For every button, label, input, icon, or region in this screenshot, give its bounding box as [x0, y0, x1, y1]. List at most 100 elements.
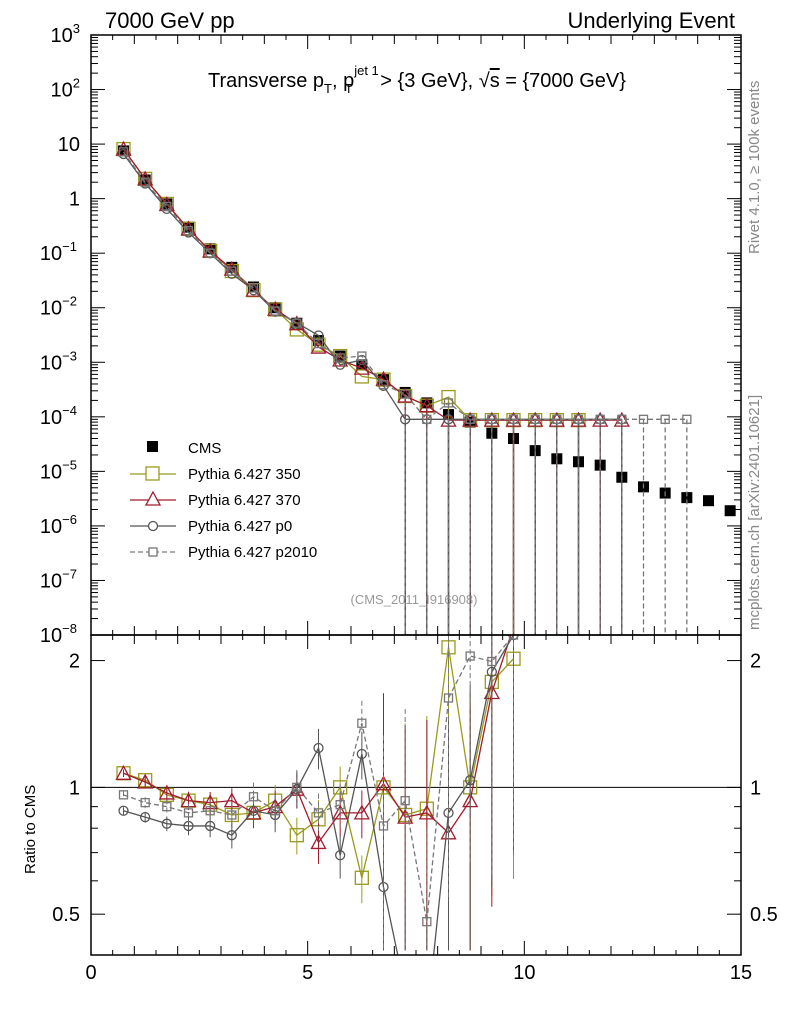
x-tick-label: 0 [85, 962, 96, 984]
ratio-panel-marks [91, 635, 741, 955]
y-tick-mantissa: 10 [40, 407, 62, 429]
ratio-y-tick-label-left: 1 [69, 777, 80, 799]
ratio-y-tick-label-left: 2 [69, 651, 80, 673]
ratio-point-pythia-6-427-370 [310, 834, 327, 850]
data-point-cms [681, 492, 693, 504]
data-point-pythia-6-427-p2010 [617, 414, 627, 424]
y-tick-label: 10−2 [40, 294, 77, 320]
ratio-point-pythia-6-427-p2010 [292, 782, 302, 793]
legend-label-cms: CMS [188, 440, 221, 457]
ratio-point-pythia-6-427-p2010 [487, 656, 497, 667]
legend-label-pythia-370: Pythia 6.427 370 [188, 492, 301, 509]
series-line-pythia-6-427-p2010 [122, 151, 687, 421]
y-tick-exponent: −3 [62, 348, 77, 363]
legend-entry-pythia-p0: Pythia 6.427 p0 [130, 518, 292, 535]
ratio-point-pythia-6-427-350 [354, 870, 369, 885]
y-tick-mantissa: 10 [40, 570, 62, 592]
ratio-point-pythia-6-427-370 [353, 804, 370, 820]
data-point-pythia-6-427-p2010 [573, 414, 584, 424]
data-point-pythia-6-427-p2010 [183, 225, 194, 236]
data-point-pythia-6-427-p2010 [227, 266, 237, 276]
y-tick-exponent: −5 [62, 457, 77, 472]
y-tick-label: 10−8 [40, 621, 77, 647]
ratio-point-pythia-6-427-p0 [205, 820, 216, 832]
ratio-point-pythia-6-427-p2010 [357, 718, 367, 728]
main-panel-marks [115, 140, 736, 635]
y-tick-exponent: −2 [62, 294, 77, 309]
ratio-point-pythia-6-427-p0 [161, 818, 172, 829]
y-tick-label: 10−4 [40, 403, 77, 429]
y-tick-exponent: −7 [62, 566, 77, 581]
y-tick-label: 10−5 [40, 457, 77, 483]
ratio-point-pythia-6-427-p2010 [118, 790, 129, 800]
y-tick-label: 10−1 [40, 239, 77, 265]
data-point-pythia-6-427-p2010 [400, 389, 410, 399]
ratio-y-tick-label-right: 1 [750, 777, 761, 799]
y-tick-label: 10−3 [40, 348, 77, 374]
ratio-point-pythia-6-427-p2010 [400, 795, 410, 806]
data-point-pythia-6-427-p2010 [140, 177, 150, 187]
legend-label-pythia-p0: Pythia 6.427 p0 [188, 518, 292, 535]
ratio-point-pythia-6-427-p0 [356, 748, 367, 760]
data-point-cms [139, 174, 151, 186]
data-point-pythia-6-427-p2010 [530, 414, 540, 424]
ratio-point-pythia-6-427-p0 [140, 811, 151, 823]
header-left: 7000 GeV pp [105, 8, 235, 33]
ratio-point-pythia-6-427-p2010 [508, 635, 519, 640]
data-point-cms [248, 281, 259, 293]
y-tick-exponent: −1 [62, 239, 77, 254]
data-point-cms [724, 505, 736, 517]
ratio-point-pythia-6-427-p2010 [227, 810, 237, 820]
data-point-pythia-6-427-p2010 [487, 414, 497, 424]
data-point-pythia-6-427-p2010 [508, 414, 519, 424]
data-point-cms [703, 495, 714, 507]
data-point-pythia-6-427-p2010 [335, 353, 345, 363]
legend-entry-pythia-p2010: Pythia 6.427 p2010 [130, 544, 317, 561]
y-tick-mantissa: 10 [40, 516, 62, 538]
y-tick-mantissa: 1 [69, 189, 80, 211]
y-tick-mantissa: 10 [40, 461, 62, 483]
ratio-point-pythia-6-427-p2010 [248, 792, 259, 802]
y-tick-exponent: −4 [62, 403, 77, 418]
ratio-y-tick-label-right: 0.5 [750, 904, 778, 926]
data-point-pythia-6-427-p2010 [270, 306, 280, 316]
y-tick-label: 10−7 [40, 566, 77, 592]
y-tick-exponent: −8 [62, 621, 77, 636]
ratio-point-pythia-6-427-p2010 [270, 806, 280, 816]
data-point-pythia-6-427-p2010 [552, 414, 562, 424]
legend-entry-cms: CMS [147, 440, 221, 457]
y-tick-mantissa: 10 [51, 25, 73, 47]
data-point-pythia-6-427-p2010 [443, 398, 454, 408]
ratio-point-pythia-6-427-p0 [248, 805, 259, 816]
mcplots-label: mcplots.cern.ch [arXiv:2401.10621] [746, 394, 763, 630]
analysis-watermark: (CMS_2011_I916908) [351, 592, 478, 607]
rivet-version-label: Rivet 4.1.0, ≥ 100k events [746, 80, 763, 254]
legend-entry-pythia-370: Pythia 6.427 370 [130, 490, 301, 509]
data-point-cms [269, 302, 281, 314]
data-point-pythia-6-427-p0 [335, 359, 346, 370]
ratio-point-pythia-6-427-p2010 [183, 808, 194, 818]
ratio-point-pythia-6-427-p2010 [465, 651, 475, 661]
data-point-cms [118, 145, 129, 157]
ratio-point-pythia-6-427-370 [375, 775, 392, 791]
ratio-point-pythia-6-427-p0 [486, 666, 497, 678]
ratio-point-pythia-6-427-p2010 [162, 801, 172, 812]
y-tick-mantissa: 10 [40, 298, 62, 320]
x-tick-label: 5 [302, 962, 313, 984]
ratio-point-pythia-6-427-p2010 [313, 808, 324, 818]
data-point-pythia-6-427-p2010 [682, 414, 692, 424]
header-right: Underlying Event [567, 8, 735, 33]
ratio-point-pythia-6-427-370 [115, 764, 132, 780]
data-point-pythia-6-427-350 [354, 369, 369, 384]
data-point-pythia-6-427-370 [418, 397, 435, 413]
legend-label-pythia-p2010: Pythia 6.427 p2010 [188, 544, 317, 561]
ratio-point-pythia-6-427-370 [418, 804, 435, 820]
ratio-point-pythia-6-427-p0 [118, 805, 129, 816]
legend-label-pythia-350: Pythia 6.427 350 [188, 466, 301, 483]
data-point-pythia-6-427-p2010 [465, 414, 475, 424]
y-tick-mantissa: 10 [58, 134, 80, 156]
x-tick-label: 10 [513, 962, 535, 984]
data-point-pythia-6-427-p2010 [422, 414, 432, 424]
